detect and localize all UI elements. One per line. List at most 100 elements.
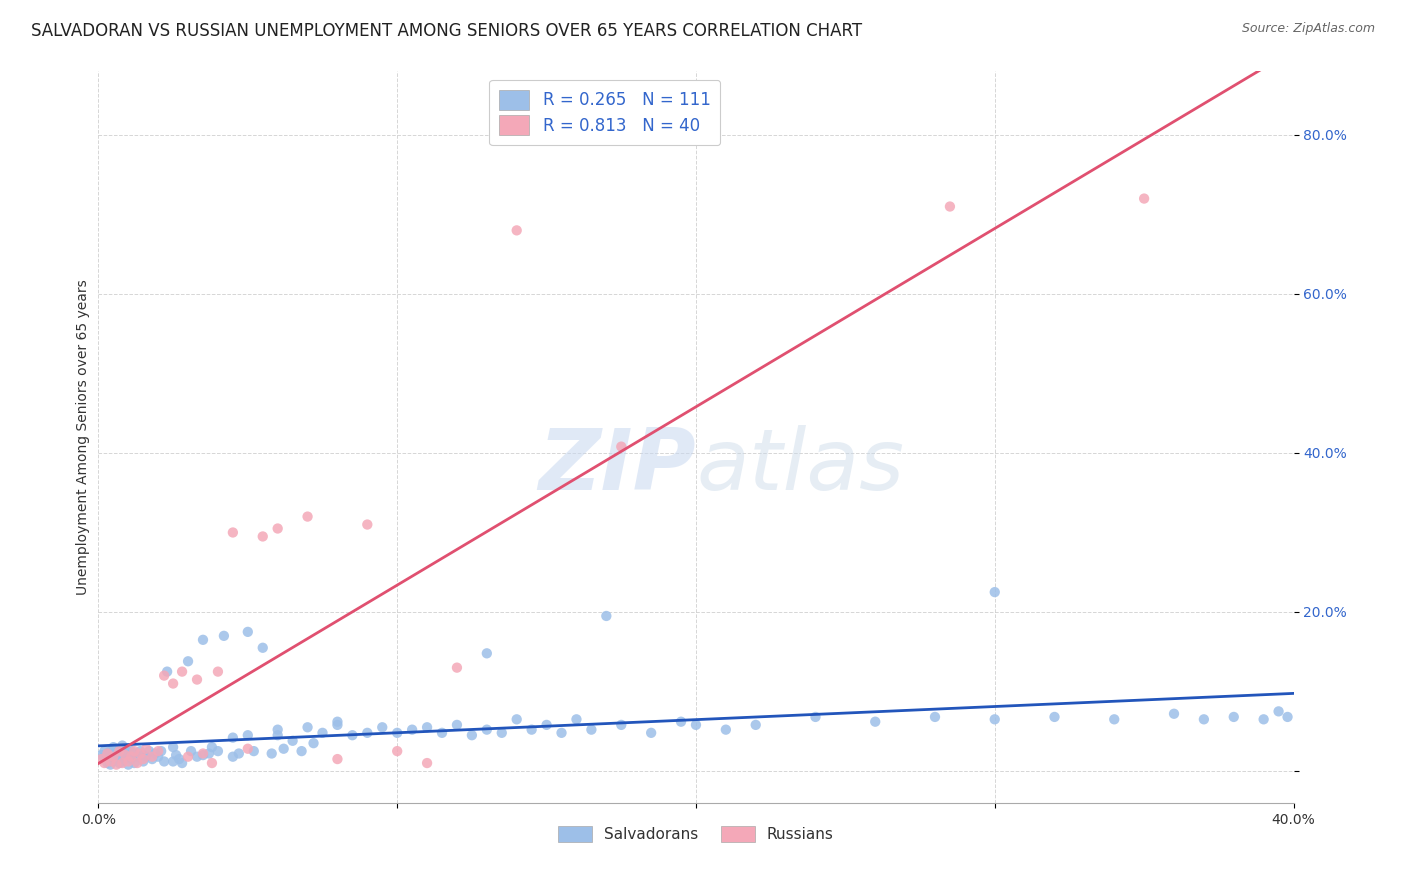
Point	[117, 757, 139, 772]
Point	[141, 752, 163, 766]
Point	[228, 747, 250, 761]
Point	[103, 748, 125, 763]
Point	[156, 665, 179, 679]
Point	[117, 749, 139, 764]
Point	[236, 624, 259, 639]
Point	[1163, 706, 1185, 721]
Point	[475, 646, 498, 660]
Point	[98, 744, 122, 758]
Point	[1223, 710, 1246, 724]
Point	[924, 710, 946, 724]
Point	[103, 755, 125, 769]
Point	[714, 723, 737, 737]
Point	[186, 673, 208, 687]
Point	[669, 714, 692, 729]
Point	[132, 755, 155, 769]
Point	[222, 749, 245, 764]
Point	[385, 726, 409, 740]
Point	[108, 744, 131, 758]
Point	[685, 718, 707, 732]
Point	[446, 718, 468, 732]
Text: ZIP: ZIP	[538, 425, 696, 508]
Point	[243, 744, 266, 758]
Point	[326, 718, 349, 732]
Point	[610, 440, 633, 454]
Point	[124, 747, 146, 761]
Point	[172, 756, 194, 770]
Point	[117, 741, 139, 756]
Point	[984, 585, 1007, 599]
Point	[371, 720, 394, 734]
Point	[180, 744, 202, 758]
Point	[520, 723, 543, 737]
Point	[297, 720, 319, 734]
Point	[1253, 712, 1275, 726]
Point	[416, 756, 439, 770]
Point	[356, 517, 378, 532]
Point	[939, 200, 962, 214]
Point	[201, 756, 224, 770]
Point	[430, 726, 453, 740]
Point	[103, 740, 125, 755]
Point	[153, 755, 176, 769]
Point	[120, 752, 142, 766]
Point	[117, 755, 139, 769]
Point	[281, 733, 304, 747]
Point	[108, 756, 131, 770]
Point	[267, 728, 290, 742]
Point	[326, 714, 349, 729]
Point	[186, 749, 208, 764]
Point	[385, 744, 409, 758]
Point	[127, 756, 149, 770]
Point	[356, 726, 378, 740]
Point	[565, 712, 588, 726]
Point	[98, 749, 122, 764]
Point	[124, 756, 146, 770]
Point	[311, 726, 333, 740]
Text: atlas: atlas	[696, 425, 904, 508]
Point	[475, 723, 498, 737]
Point	[291, 744, 314, 758]
Point	[207, 744, 229, 758]
Point	[132, 752, 155, 766]
Point	[984, 712, 1007, 726]
Point	[326, 752, 349, 766]
Point	[93, 749, 115, 764]
Point	[177, 749, 200, 764]
Point	[191, 748, 214, 763]
Point	[141, 749, 163, 764]
Point	[506, 712, 529, 726]
Point	[98, 755, 122, 769]
Point	[191, 747, 214, 761]
Point	[491, 726, 513, 740]
Point	[129, 747, 152, 761]
Point	[302, 736, 325, 750]
Point	[124, 744, 146, 758]
Point	[446, 660, 468, 674]
Point	[236, 728, 259, 742]
Point	[114, 748, 136, 763]
Point	[745, 718, 768, 732]
Point	[108, 741, 131, 756]
Point	[162, 740, 184, 755]
Point	[114, 744, 136, 758]
Point	[1133, 192, 1156, 206]
Point	[98, 757, 122, 772]
Point	[1043, 710, 1066, 724]
Point	[416, 720, 439, 734]
Point	[111, 747, 134, 761]
Point	[207, 665, 229, 679]
Point	[114, 752, 136, 766]
Point	[153, 668, 176, 682]
Point	[93, 744, 115, 758]
Point	[1267, 705, 1289, 719]
Point	[129, 744, 152, 758]
Y-axis label: Unemployment Among Seniors over 65 years: Unemployment Among Seniors over 65 years	[76, 279, 90, 595]
Point	[610, 718, 633, 732]
Point	[342, 728, 364, 742]
Point	[96, 756, 118, 770]
Point	[167, 752, 190, 766]
Point	[595, 609, 617, 624]
Point	[252, 529, 274, 543]
Point	[267, 723, 290, 737]
